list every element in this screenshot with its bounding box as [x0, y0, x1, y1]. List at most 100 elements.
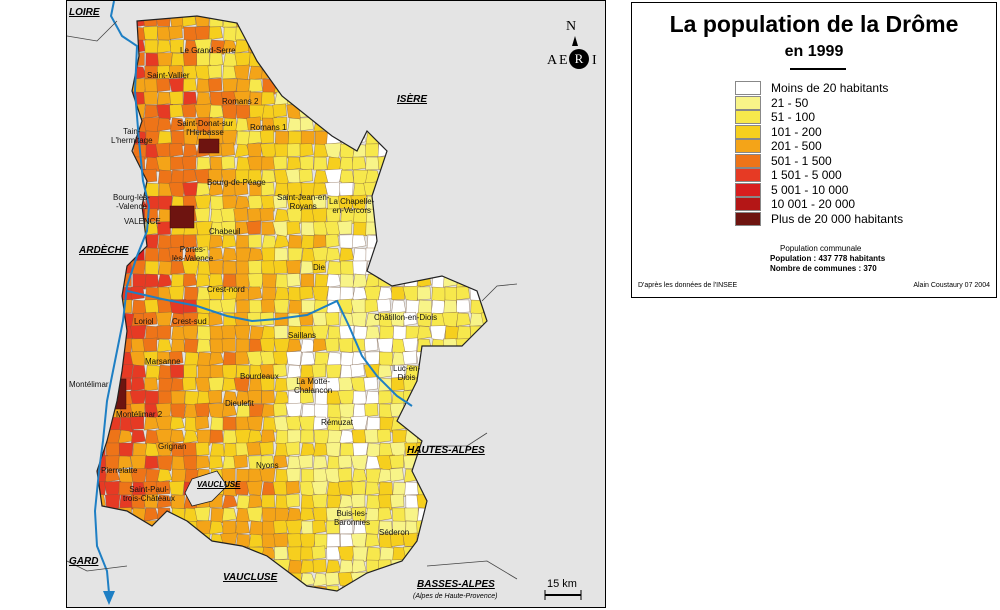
- commune-cell: [327, 52, 341, 67]
- commune-cell: [312, 286, 330, 303]
- commune-cell: [364, 598, 378, 608]
- commune-cell: [325, 559, 342, 574]
- commune-cell: [378, 260, 395, 277]
- town-label: Grignan: [158, 442, 187, 451]
- commune-cell: [262, 117, 277, 133]
- commune-cell: [378, 39, 395, 56]
- commune-cell: [496, 599, 510, 608]
- commune-cell: [182, 195, 197, 209]
- commune-cell: [469, 546, 484, 561]
- commune-cell: [469, 520, 485, 535]
- commune-cell: [97, 52, 108, 67]
- commune-cell: [144, 247, 159, 262]
- commune-cell: [443, 169, 458, 184]
- commune-cell: [300, 429, 315, 444]
- commune-cell: [261, 156, 276, 171]
- commune-cell: [97, 65, 108, 81]
- commune-cell: [223, 286, 239, 303]
- commune-cell: [418, 195, 434, 212]
- commune-cell: [260, 195, 278, 212]
- commune-cell: [390, 182, 407, 197]
- commune-cell: [68, 40, 82, 55]
- commune-cell: [170, 52, 186, 67]
- commune-cell: [469, 533, 484, 548]
- commune-cell: [481, 377, 487, 392]
- commune-cell: [262, 286, 276, 301]
- commune-cell: [221, 468, 236, 482]
- commune-cell: [67, 326, 81, 340]
- commune-cell: [416, 403, 431, 417]
- commune-cell: [469, 16, 484, 28]
- commune-cell: [196, 91, 211, 106]
- commune-cell: [119, 546, 135, 563]
- commune-cell: [157, 585, 172, 591]
- commune-cell: [286, 221, 301, 235]
- commune-cell: [78, 143, 95, 159]
- commune-cell: [443, 299, 458, 314]
- commune-cell: [261, 481, 277, 496]
- commune-cell: [496, 339, 510, 352]
- commune-cell: [496, 261, 510, 275]
- commune-cell: [260, 585, 275, 591]
- commune-cell: [353, 221, 368, 237]
- commune-cell: [312, 520, 327, 534]
- commune-cell: [391, 104, 407, 119]
- commune-cell: [197, 559, 212, 575]
- commune-cell: [366, 91, 381, 106]
- commune-cell: [79, 573, 94, 587]
- commune-cell: [196, 234, 213, 251]
- commune-cell: [326, 247, 341, 262]
- commune-cell: [404, 208, 420, 224]
- commune-cell: [145, 572, 160, 588]
- commune-cell: [326, 546, 340, 561]
- commune-cell: [80, 53, 94, 66]
- commune-cell: [300, 78, 317, 95]
- commune-cell: [429, 39, 446, 54]
- commune-cell: [247, 195, 264, 211]
- commune-cell: [156, 325, 172, 340]
- commune-cell: [482, 130, 487, 145]
- commune-cell: [482, 234, 487, 249]
- commune-cell: [287, 130, 302, 145]
- commune-cell: [378, 247, 394, 262]
- commune-cell: [443, 273, 458, 288]
- commune-cell: [249, 104, 265, 121]
- commune-cell: [275, 1, 290, 15]
- commune-cell: [469, 599, 483, 608]
- commune-cell: [287, 429, 301, 444]
- commune-cell: [497, 53, 511, 68]
- commune-cell: [326, 481, 342, 496]
- commune-cell: [482, 143, 487, 158]
- commune-cell: [170, 169, 186, 184]
- town-label: Crest-sud: [172, 317, 207, 326]
- commune-cell: [170, 156, 184, 170]
- basses-alpes-sublabel: (Alpes de Haute-Provence): [413, 593, 498, 600]
- commune-cell: [170, 260, 185, 275]
- commune-cell: [325, 234, 340, 248]
- town-label: Romans 1: [250, 123, 287, 132]
- legend-swatch: [735, 124, 761, 139]
- commune-cell: [430, 16, 445, 28]
- commune-cell: [104, 520, 120, 535]
- commune-cell: [378, 481, 393, 496]
- commune-cell: [117, 65, 133, 80]
- commune-cell: [209, 52, 224, 67]
- town-label: Chabeuil: [209, 227, 241, 236]
- commune-cell: [431, 455, 445, 470]
- commune-cell: [81, 482, 95, 497]
- commune-cell: [444, 182, 460, 199]
- commune-cell: [443, 403, 459, 418]
- commune-cell: [378, 286, 394, 301]
- commune-cell: [97, 286, 109, 303]
- commune-cell: [417, 156, 433, 171]
- commune-cell: [118, 585, 132, 591]
- commune-cell: [443, 351, 459, 367]
- commune-cell: [274, 65, 289, 80]
- commune-cell: [132, 299, 147, 314]
- commune-cell: [467, 181, 486, 199]
- commune-cell: [272, 220, 291, 238]
- commune-cell: [416, 182, 433, 198]
- commune-cell: [131, 533, 145, 548]
- commune-cell: [79, 40, 93, 53]
- town-label: VALENCE: [124, 217, 161, 226]
